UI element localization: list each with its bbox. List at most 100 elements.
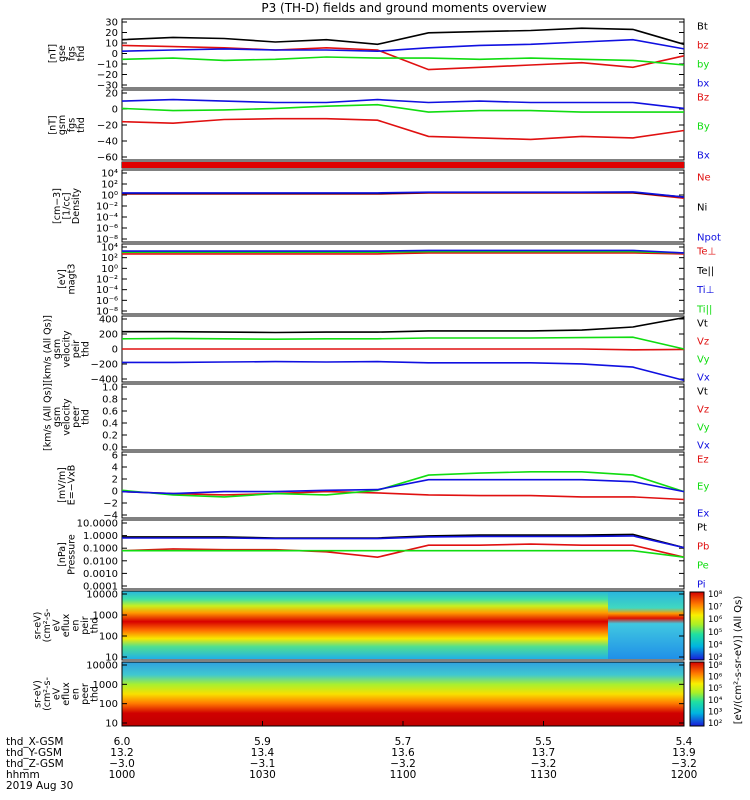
y-axis-label: [km/s (All Qs)] — [42, 383, 53, 451]
legend-entry: Ti|| — [696, 305, 712, 316]
colorbar-tick-label: 10³ — [708, 707, 722, 717]
y-axis-label: eV — [52, 619, 63, 632]
y-axis-label: fgs — [66, 118, 77, 132]
legend-entry: Vy — [697, 355, 710, 366]
x-tick-label: −3.2 — [671, 758, 697, 770]
y-tick-label: −20 — [97, 70, 118, 81]
legend-entry: Ni — [697, 203, 707, 214]
y-tick-label: 10⁴ — [101, 169, 118, 180]
y-tick-label: 100 — [99, 632, 118, 643]
legend-entry: Vt — [697, 387, 708, 398]
colorbar-axis-0: 10⁸ 10⁷ 10⁶ 10⁵ 10⁴ 10³ — [708, 590, 723, 663]
y-tick-label: 6 — [112, 451, 118, 462]
peer-spectrogram-tail — [608, 662, 684, 726]
series-line-Ex — [121, 478, 685, 495]
y-tick-label: −400 — [91, 375, 118, 386]
legend-entry: Vt — [697, 319, 708, 330]
y-tick-label: 10 — [105, 719, 118, 730]
footer-row-label: hhmm — [6, 769, 40, 781]
y-axis-label: thd — [80, 409, 91, 425]
x-tick-label: −3.2 — [531, 758, 557, 770]
y-axis-label: thd — [90, 618, 101, 634]
x-tick-label: 1000 — [109, 769, 136, 781]
colorbar-tick-label: 10⁵ — [708, 684, 722, 694]
legend-entry: Ex — [697, 509, 709, 520]
legend-entry: Vy — [697, 423, 710, 434]
y-tick-label: 2 — [112, 475, 118, 486]
footer-row-label: thd_Z-GSM — [6, 758, 64, 770]
y-tick-label: −40 — [97, 137, 118, 148]
colorbar-label: [eV/(cm²-s-sr-eV)] (All Qs) — [733, 596, 744, 725]
y-tick-label: 10000 — [86, 590, 118, 601]
legend-entry: Npot — [697, 233, 721, 244]
y-axis-label: Density — [71, 188, 82, 224]
y-axis-label: gsm — [52, 339, 63, 359]
y-axis-label: gsm — [52, 407, 63, 427]
y-axis-label: [cm−3] — [52, 188, 63, 224]
x-tick-label: 13.2 — [110, 747, 133, 759]
y-tick-label: 1.0000 — [83, 531, 118, 542]
y-tick-label: −30 — [97, 81, 118, 92]
y-axis-label: sr-eV) — [33, 680, 44, 708]
y-axis-label: thd — [76, 46, 87, 62]
y-tick-label: 1000 — [93, 611, 118, 622]
footer-row-label: thd_Y-GSM — [6, 747, 62, 759]
y-tick-label: 100 — [99, 699, 118, 710]
y-tick-label: 10² — [101, 180, 118, 191]
series-line-Vx — [122, 360, 685, 382]
y-axis-label: [eV] — [57, 269, 68, 289]
y-tick-label: 10⁻⁸ — [96, 235, 118, 246]
y-axis-label: gsm — [57, 115, 68, 135]
legend-entry: Vz — [697, 337, 709, 348]
series-line-Vz — [122, 348, 685, 351]
peir-spectrogram-tail — [608, 591, 684, 659]
legend-entry: Pi — [697, 580, 706, 591]
x-tick-label: −3.1 — [250, 758, 276, 770]
x-tick-label: −3.0 — [109, 758, 135, 770]
y-axis-label: peir — [71, 340, 82, 359]
y-tick-label: 10⁻² — [96, 202, 118, 213]
y-axis-label: peer — [71, 406, 82, 428]
y-axis-label: peir — [80, 616, 91, 635]
legend-entry: Pb — [697, 542, 709, 553]
y-axis-label: Pressure — [67, 534, 78, 575]
colorbar-peer — [689, 661, 705, 727]
y-axis-label: [mV/m] — [57, 467, 68, 503]
colorbar-tick-label: 10⁸ — [708, 590, 723, 600]
panel-frame — [121, 519, 685, 590]
legend-entry: bz — [697, 41, 709, 52]
legend-entry: Pt — [697, 523, 707, 534]
y-tick-label: −2 — [103, 499, 118, 510]
legend-entry: Vx — [697, 441, 710, 452]
legend-entry: Bx — [697, 151, 710, 162]
legend-entry: bx — [697, 79, 709, 90]
y-axis-label: eflux — [61, 682, 72, 706]
y-tick-label: 4 — [112, 463, 118, 474]
y-tick-label: 10⁻⁶ — [96, 296, 118, 307]
y-tick-label: 10⁻² — [96, 275, 118, 286]
y-axis-label: en — [71, 620, 82, 632]
y-tick-label: 10.0000 — [77, 519, 118, 530]
x-tick-label: 13.7 — [532, 747, 555, 759]
x-tick-label: 1200 — [671, 769, 698, 781]
y-tick-label: 10⁻⁶ — [96, 224, 118, 235]
y-tick-label: 10⁻⁴ — [96, 213, 118, 224]
y-tick-label: 0.1000 — [83, 544, 118, 555]
x-tick-label: 5.5 — [535, 736, 552, 748]
series-line-Ey — [121, 470, 685, 498]
y-tick-label: −10 — [97, 60, 118, 71]
colorbar-tick-label: 10⁴ — [708, 640, 723, 650]
panel-9: 10000 1000 100 10 thdpeirenefluxeV(cm²-s-sr-… — [33, 590, 685, 664]
colorbar-tick-label: 10⁶ — [708, 673, 723, 683]
x-tick-label: 1130 — [530, 769, 557, 781]
y-axis-label: en — [71, 688, 82, 700]
x-tick-label: −3.2 — [390, 758, 416, 770]
y-tick-label: 0.6 — [102, 407, 118, 418]
y-axis-label: fgs — [66, 46, 77, 60]
legend-entry: Bz — [697, 93, 709, 104]
y-tick-label: 10⁰ — [101, 191, 118, 202]
y-tick-label: 1000 — [93, 680, 118, 691]
